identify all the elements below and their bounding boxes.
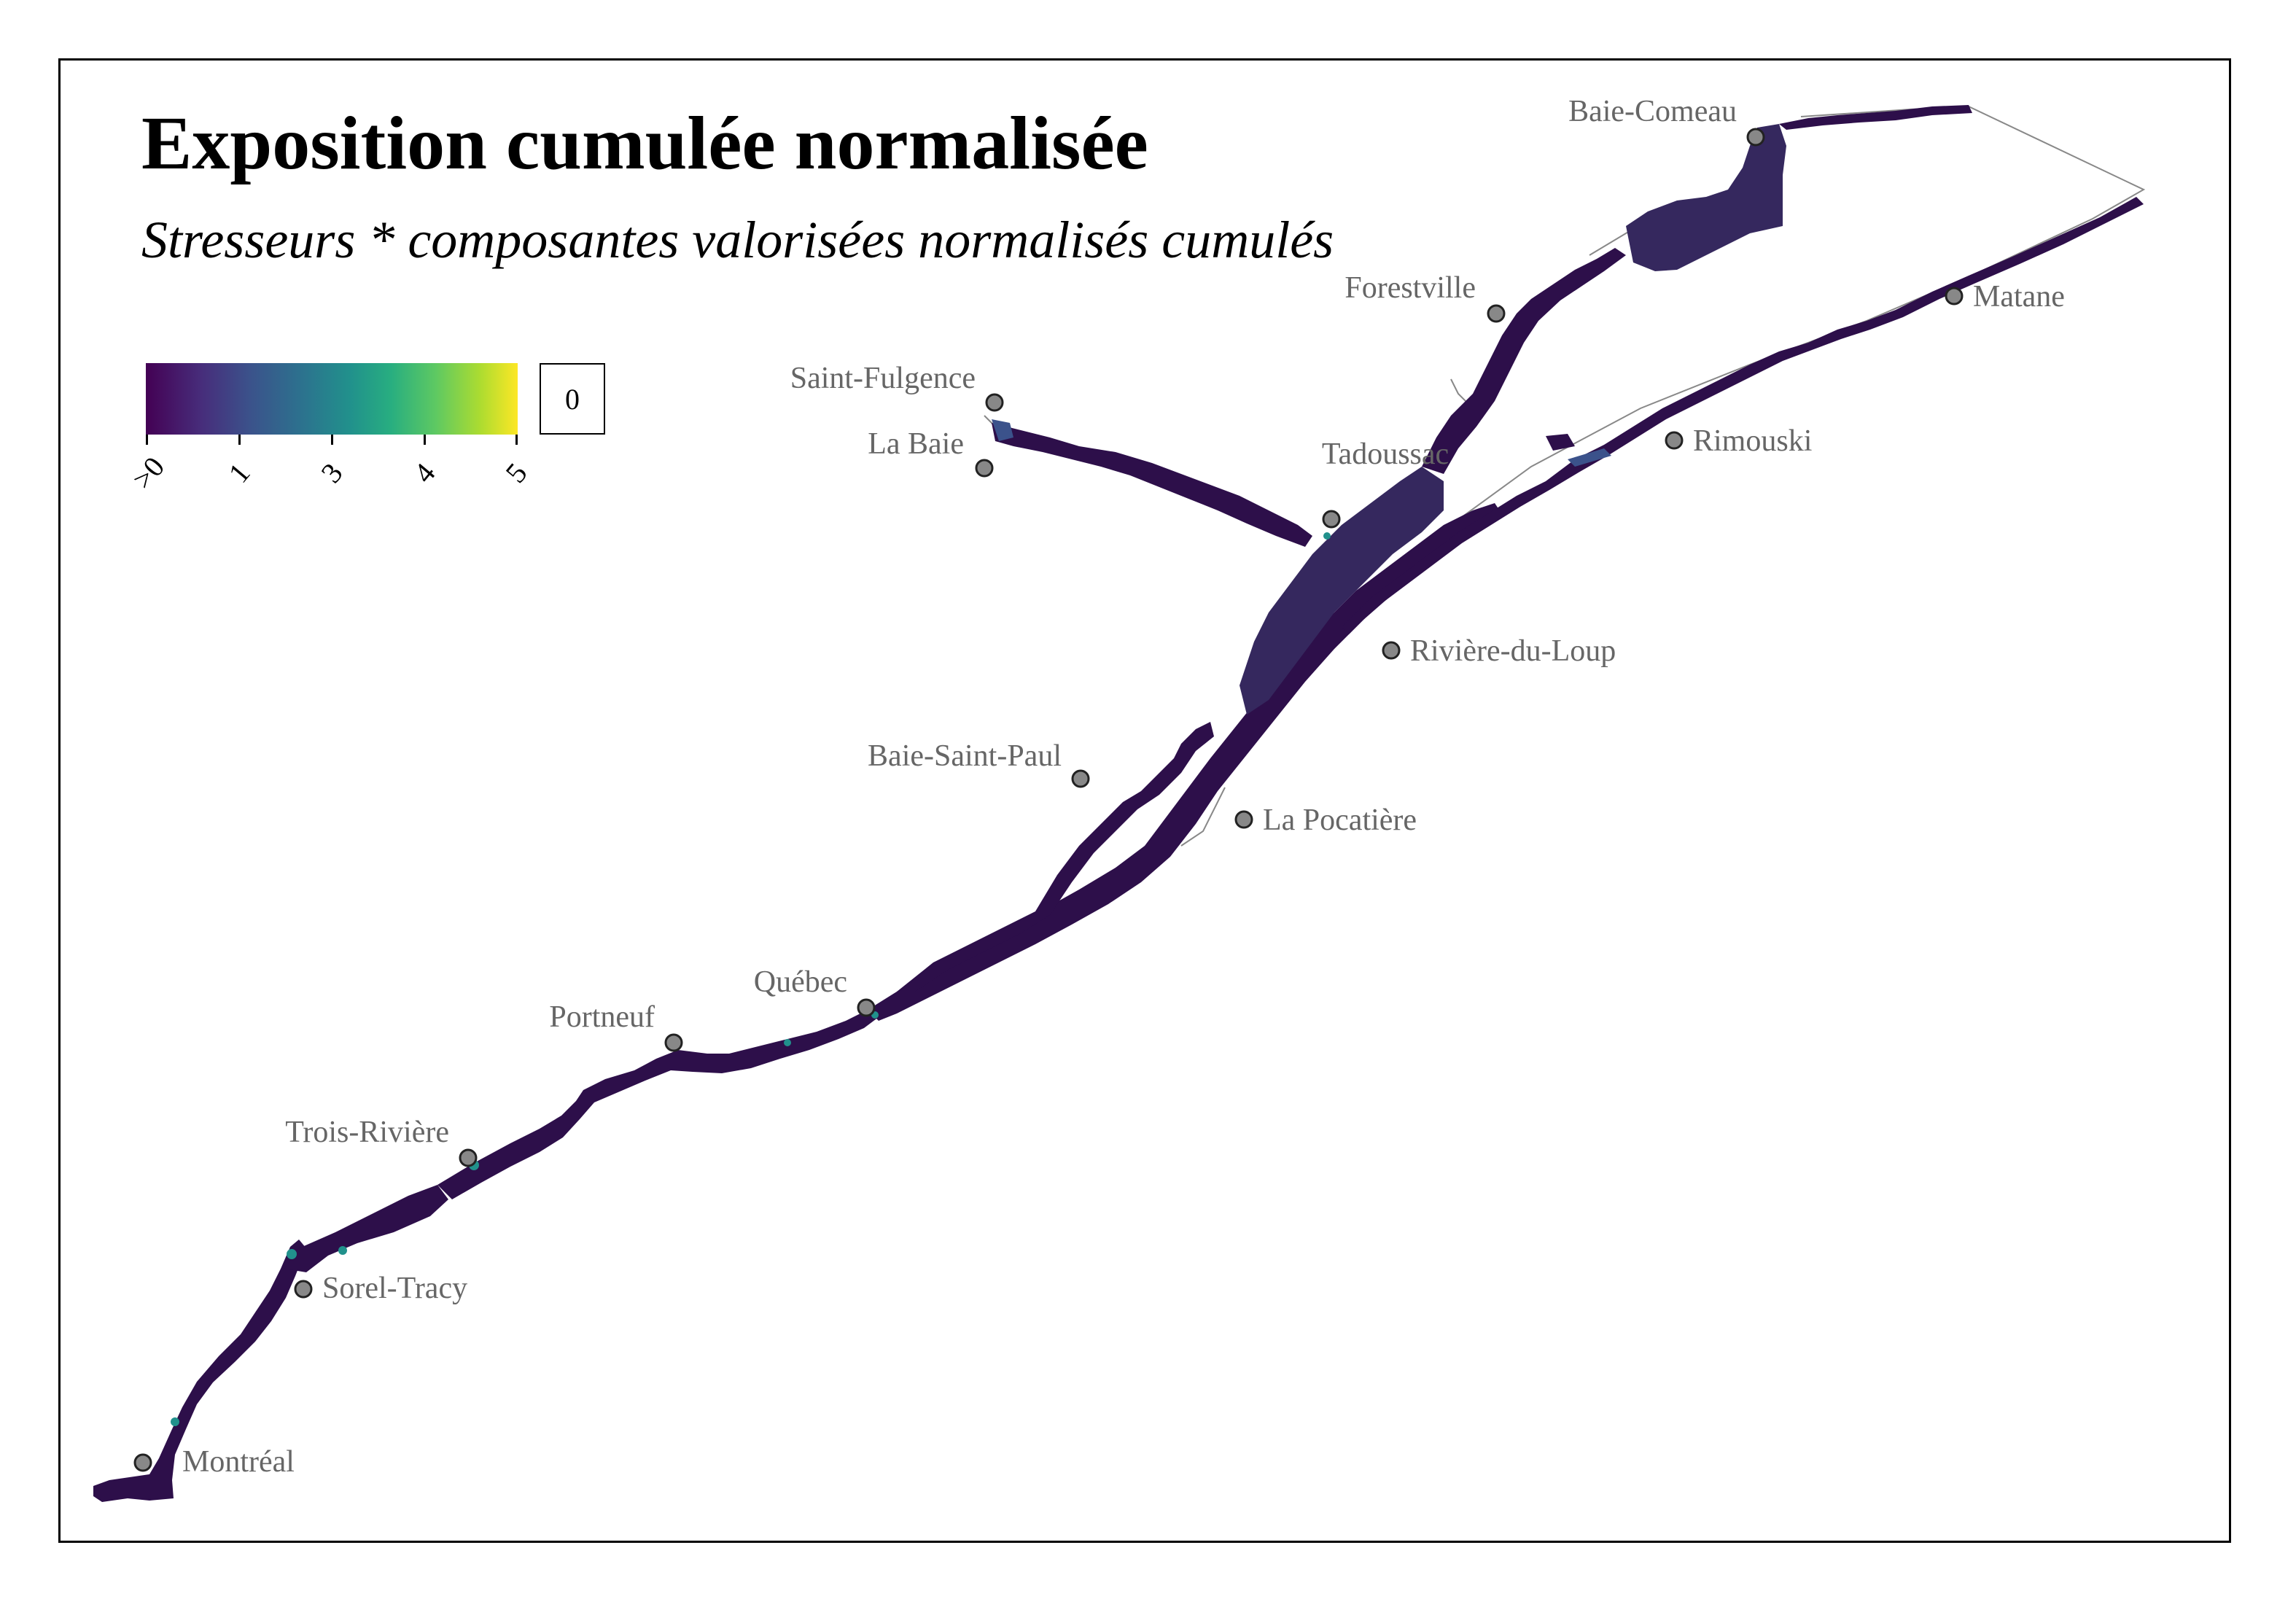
map-subtitle: Stresseurs * composantes valorisées norm… (141, 211, 1334, 269)
city-label: Baie-Comeau (1568, 95, 1737, 128)
city-marker (133, 1453, 152, 1472)
na-legend-box: 0 (540, 363, 605, 435)
city-marker (1945, 287, 1964, 306)
colorbar-tick-labels: >0 1 3 4 5 (125, 448, 554, 499)
city-marker (1746, 128, 1765, 147)
baie-comeau-bay (1626, 124, 1786, 271)
city-label: Forestville (1344, 271, 1476, 305)
city-marker (1322, 510, 1341, 529)
lac-saint-pierre (284, 1185, 448, 1272)
city-label: Rimouski (1693, 424, 1812, 458)
city-label: Montréal (182, 1445, 295, 1479)
upper-estuary (1240, 467, 1444, 715)
city-label: Matane (1973, 280, 2065, 314)
south-shore-segment (1342, 197, 2144, 634)
city-label: Sorel-Tracy (322, 1272, 467, 1305)
city-label: La Pocatière (1263, 803, 1417, 837)
colorbar-tick (238, 435, 241, 445)
city-marker (857, 998, 876, 1017)
map-title: Exposition cumulée normalisée (141, 101, 1148, 185)
tick-label-1: 1 (222, 456, 257, 489)
city-marker (985, 393, 1004, 412)
city-label: Portneuf (549, 1000, 655, 1034)
river-segment-quebec-north (897, 722, 1214, 992)
tick-label-5: 5 (499, 456, 534, 489)
tick-label-3: 3 (314, 456, 349, 489)
city-marker (1382, 641, 1401, 660)
colorbar-tick (515, 435, 518, 445)
north-shore-east (1779, 105, 1972, 130)
colorbar-tick (331, 435, 333, 445)
river-segment-montreal (93, 1240, 306, 1502)
city-marker (459, 1148, 478, 1167)
city-marker (975, 459, 994, 478)
saguenay-inlet (992, 419, 1013, 441)
city-label: Tadoussac (1322, 437, 1449, 471)
city-marker (664, 1033, 683, 1052)
river-segment-quebec-south (868, 503, 1502, 1021)
city-label: Baie-Saint-Paul (868, 739, 1062, 773)
colorbar-tick (424, 435, 426, 445)
north-shore-segment (1422, 248, 1626, 474)
saguenay-fjord (992, 423, 1312, 547)
colorbar (146, 363, 518, 435)
south-shore-islands (1546, 434, 1575, 451)
city-label: Saint-Fulgence (790, 362, 976, 395)
colorbar-tick (146, 435, 148, 445)
city-marker (294, 1280, 313, 1299)
city-label: La Baie (868, 427, 964, 461)
river-exposure-raster (93, 105, 2144, 1502)
rimouski-segment (1568, 448, 1611, 467)
city-label: Rivière-du-Loup (1410, 634, 1616, 668)
city-marker (1071, 769, 1090, 788)
map-frame (58, 58, 2231, 1543)
city-label: Québec (754, 965, 847, 999)
city-marker (1487, 304, 1506, 323)
city-marker (1665, 431, 1684, 450)
tick-label-4: 4 (407, 456, 442, 489)
city-marker (1234, 810, 1253, 829)
city-markers: Montréal Sorel-Tracy Trois-Rivière Portneuf… (133, 95, 2065, 1479)
river-segment-trois-rivieres (437, 1010, 879, 1199)
city-label: Trois-Rivière (285, 1116, 449, 1149)
